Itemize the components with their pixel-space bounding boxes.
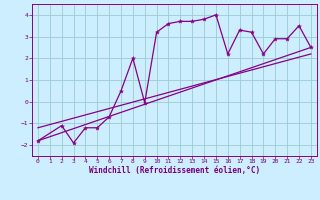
X-axis label: Windchill (Refroidissement éolien,°C): Windchill (Refroidissement éolien,°C) xyxy=(89,166,260,175)
